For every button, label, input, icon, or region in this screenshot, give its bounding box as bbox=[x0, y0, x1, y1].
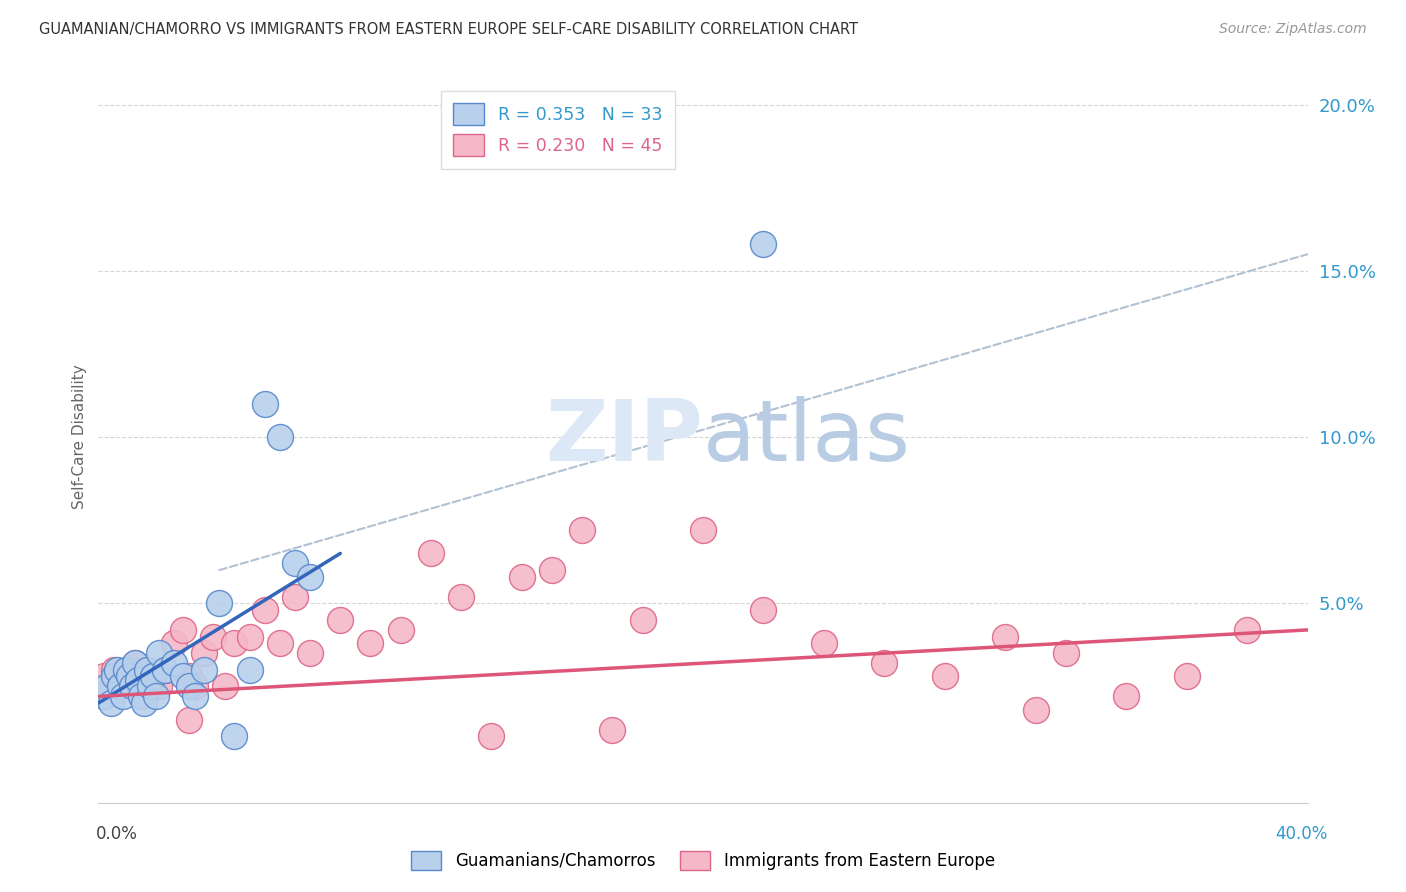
Point bbox=[118, 669, 141, 683]
Point bbox=[202, 630, 225, 644]
Point bbox=[450, 590, 472, 604]
Point bbox=[142, 669, 165, 683]
Point bbox=[284, 557, 307, 571]
Point bbox=[108, 680, 131, 694]
Point bbox=[571, 523, 593, 537]
Point bbox=[239, 663, 262, 677]
Point bbox=[873, 656, 896, 670]
Point bbox=[163, 656, 186, 670]
Text: Source: ZipAtlas.com: Source: ZipAtlas.com bbox=[1219, 22, 1367, 37]
Point bbox=[420, 546, 443, 560]
Point bbox=[153, 663, 176, 677]
Point bbox=[139, 680, 162, 694]
Point bbox=[752, 603, 775, 617]
Point bbox=[269, 430, 291, 444]
Point bbox=[121, 680, 143, 694]
Point bbox=[145, 690, 167, 704]
Point bbox=[631, 613, 654, 627]
Point bbox=[692, 523, 714, 537]
Point bbox=[148, 680, 170, 694]
Text: ZIP: ZIP bbox=[546, 395, 703, 479]
Point bbox=[1175, 669, 1198, 683]
Point bbox=[103, 669, 125, 683]
Point bbox=[540, 563, 562, 577]
Point bbox=[329, 613, 352, 627]
Point bbox=[142, 669, 165, 683]
Point bbox=[93, 690, 115, 704]
Point bbox=[184, 690, 207, 704]
Point bbox=[129, 690, 152, 704]
Point bbox=[1054, 646, 1077, 660]
Point bbox=[193, 646, 215, 660]
Point bbox=[103, 663, 125, 677]
Text: atlas: atlas bbox=[703, 395, 911, 479]
Point bbox=[118, 669, 141, 683]
Point bbox=[239, 630, 262, 644]
Point bbox=[208, 596, 231, 610]
Text: GUAMANIAN/CHAMORRO VS IMMIGRANTS FROM EASTERN EUROPE SELF-CARE DISABILITY CORREL: GUAMANIAN/CHAMORRO VS IMMIGRANTS FROM EA… bbox=[39, 22, 859, 37]
Point bbox=[163, 636, 186, 650]
Point bbox=[602, 723, 624, 737]
Point bbox=[299, 570, 322, 584]
Point bbox=[127, 673, 149, 687]
Point bbox=[132, 696, 155, 710]
Legend: R = 0.353   N = 33, R = 0.230   N = 45: R = 0.353 N = 33, R = 0.230 N = 45 bbox=[441, 91, 675, 169]
Point bbox=[124, 656, 146, 670]
Point bbox=[105, 663, 128, 677]
Point bbox=[299, 646, 322, 660]
Text: 0.0%: 0.0% bbox=[96, 825, 138, 843]
Point bbox=[148, 646, 170, 660]
Point bbox=[1236, 623, 1258, 637]
Point bbox=[193, 663, 215, 677]
Point bbox=[172, 623, 194, 637]
Point bbox=[135, 663, 157, 677]
Point bbox=[179, 713, 201, 727]
Point bbox=[179, 669, 201, 683]
Point bbox=[253, 603, 276, 617]
Point bbox=[108, 680, 131, 694]
Point bbox=[510, 570, 533, 584]
Point bbox=[481, 729, 503, 743]
Point bbox=[214, 680, 236, 694]
Point bbox=[96, 680, 118, 694]
Point bbox=[111, 690, 134, 704]
Point bbox=[184, 680, 207, 694]
Point bbox=[1115, 690, 1137, 704]
Legend: Guamanians/Chamorros, Immigrants from Eastern Europe: Guamanians/Chamorros, Immigrants from Ea… bbox=[405, 844, 1001, 877]
Point bbox=[93, 669, 115, 683]
Point bbox=[114, 663, 136, 677]
Point bbox=[132, 663, 155, 677]
Text: 40.0%: 40.0% bbox=[1275, 825, 1327, 843]
Point bbox=[153, 663, 176, 677]
Point bbox=[100, 696, 122, 710]
Point bbox=[284, 590, 307, 604]
Y-axis label: Self-Care Disability: Self-Care Disability bbox=[72, 365, 87, 509]
Point bbox=[172, 669, 194, 683]
Point bbox=[360, 636, 382, 650]
Point bbox=[934, 669, 956, 683]
Point bbox=[179, 680, 201, 694]
Point bbox=[813, 636, 835, 650]
Point bbox=[994, 630, 1017, 644]
Point bbox=[224, 729, 246, 743]
Point bbox=[1024, 703, 1046, 717]
Point bbox=[253, 397, 276, 411]
Point bbox=[124, 656, 146, 670]
Point bbox=[269, 636, 291, 650]
Point bbox=[389, 623, 412, 637]
Point bbox=[224, 636, 246, 650]
Point bbox=[752, 237, 775, 252]
